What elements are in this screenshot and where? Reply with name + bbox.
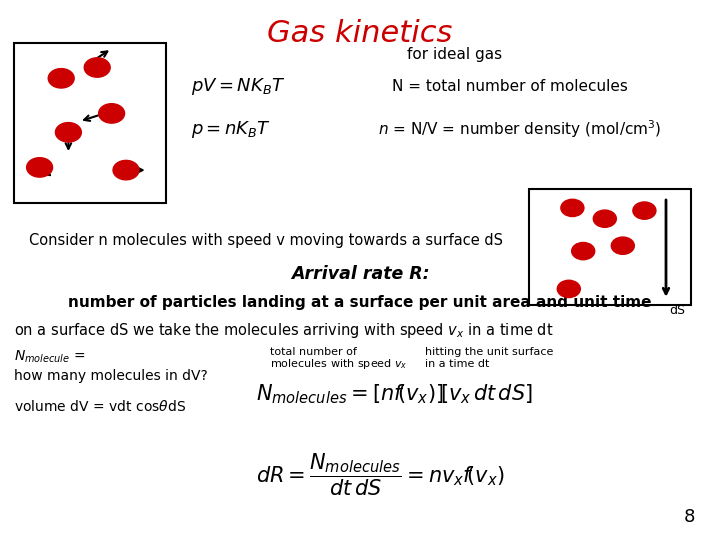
Circle shape [27, 158, 53, 177]
Bar [14, 43, 166, 202]
Circle shape [561, 199, 584, 217]
Text: $N_{molecule}$ =: $N_{molecule}$ = [14, 348, 86, 364]
Text: hitting the unit surface: hitting the unit surface [425, 347, 553, 357]
Circle shape [633, 202, 656, 219]
Text: molecules with speed $v_x$: molecules with speed $v_x$ [270, 357, 408, 371]
Text: $p = nK_BT$: $p = nK_BT$ [191, 119, 271, 140]
Text: Gas kinetics: Gas kinetics [267, 19, 453, 48]
Text: on a surface dS we take the molecules arriving with speed $v_x$ in a time dt: on a surface dS we take the molecules ar… [14, 321, 554, 340]
Text: in a time dt: in a time dt [425, 359, 489, 369]
Text: N = total number of molecules: N = total number of molecules [392, 79, 629, 94]
Circle shape [99, 104, 125, 123]
Circle shape [557, 280, 580, 298]
Text: Arrival rate R:: Arrival rate R: [291, 265, 429, 283]
Text: 8: 8 [683, 509, 695, 526]
Circle shape [113, 160, 139, 180]
Circle shape [611, 237, 634, 254]
Bar [529, 189, 691, 305]
Text: Consider n molecules with speed v moving towards a surface dS: Consider n molecules with speed v moving… [29, 233, 503, 248]
Text: dS: dS [670, 304, 685, 317]
Circle shape [84, 58, 110, 77]
Text: $N_{molecules} = \left[nf\!\left(v_x\right)\right]\!\left[v_x\,dt\,dS\right]$: $N_{molecules} = \left[nf\!\left(v_x\rig… [256, 382, 532, 406]
Text: how many molecules in dV?: how many molecules in dV? [14, 369, 208, 383]
Circle shape [55, 123, 81, 142]
Text: for ideal gas: for ideal gas [407, 46, 502, 62]
Text: number of particles landing at a surface per unit area and unit time: number of particles landing at a surface… [68, 295, 652, 310]
Text: $pV = NK_BT$: $pV = NK_BT$ [191, 76, 285, 97]
Text: $dR = \dfrac{N_{molecules}}{dt\,dS} = nv_x f\!\left(v_x\right)$: $dR = \dfrac{N_{molecules}}{dt\,dS} = nv… [256, 452, 505, 498]
Circle shape [572, 242, 595, 260]
Circle shape [593, 210, 616, 227]
Circle shape [48, 69, 74, 88]
Text: volume dV = vdt cos$\theta$dS: volume dV = vdt cos$\theta$dS [14, 399, 186, 414]
Text: total number of: total number of [270, 347, 357, 357]
Text: $n$ = N/V = number density (mol/cm$^3$): $n$ = N/V = number density (mol/cm$^3$) [378, 119, 662, 140]
